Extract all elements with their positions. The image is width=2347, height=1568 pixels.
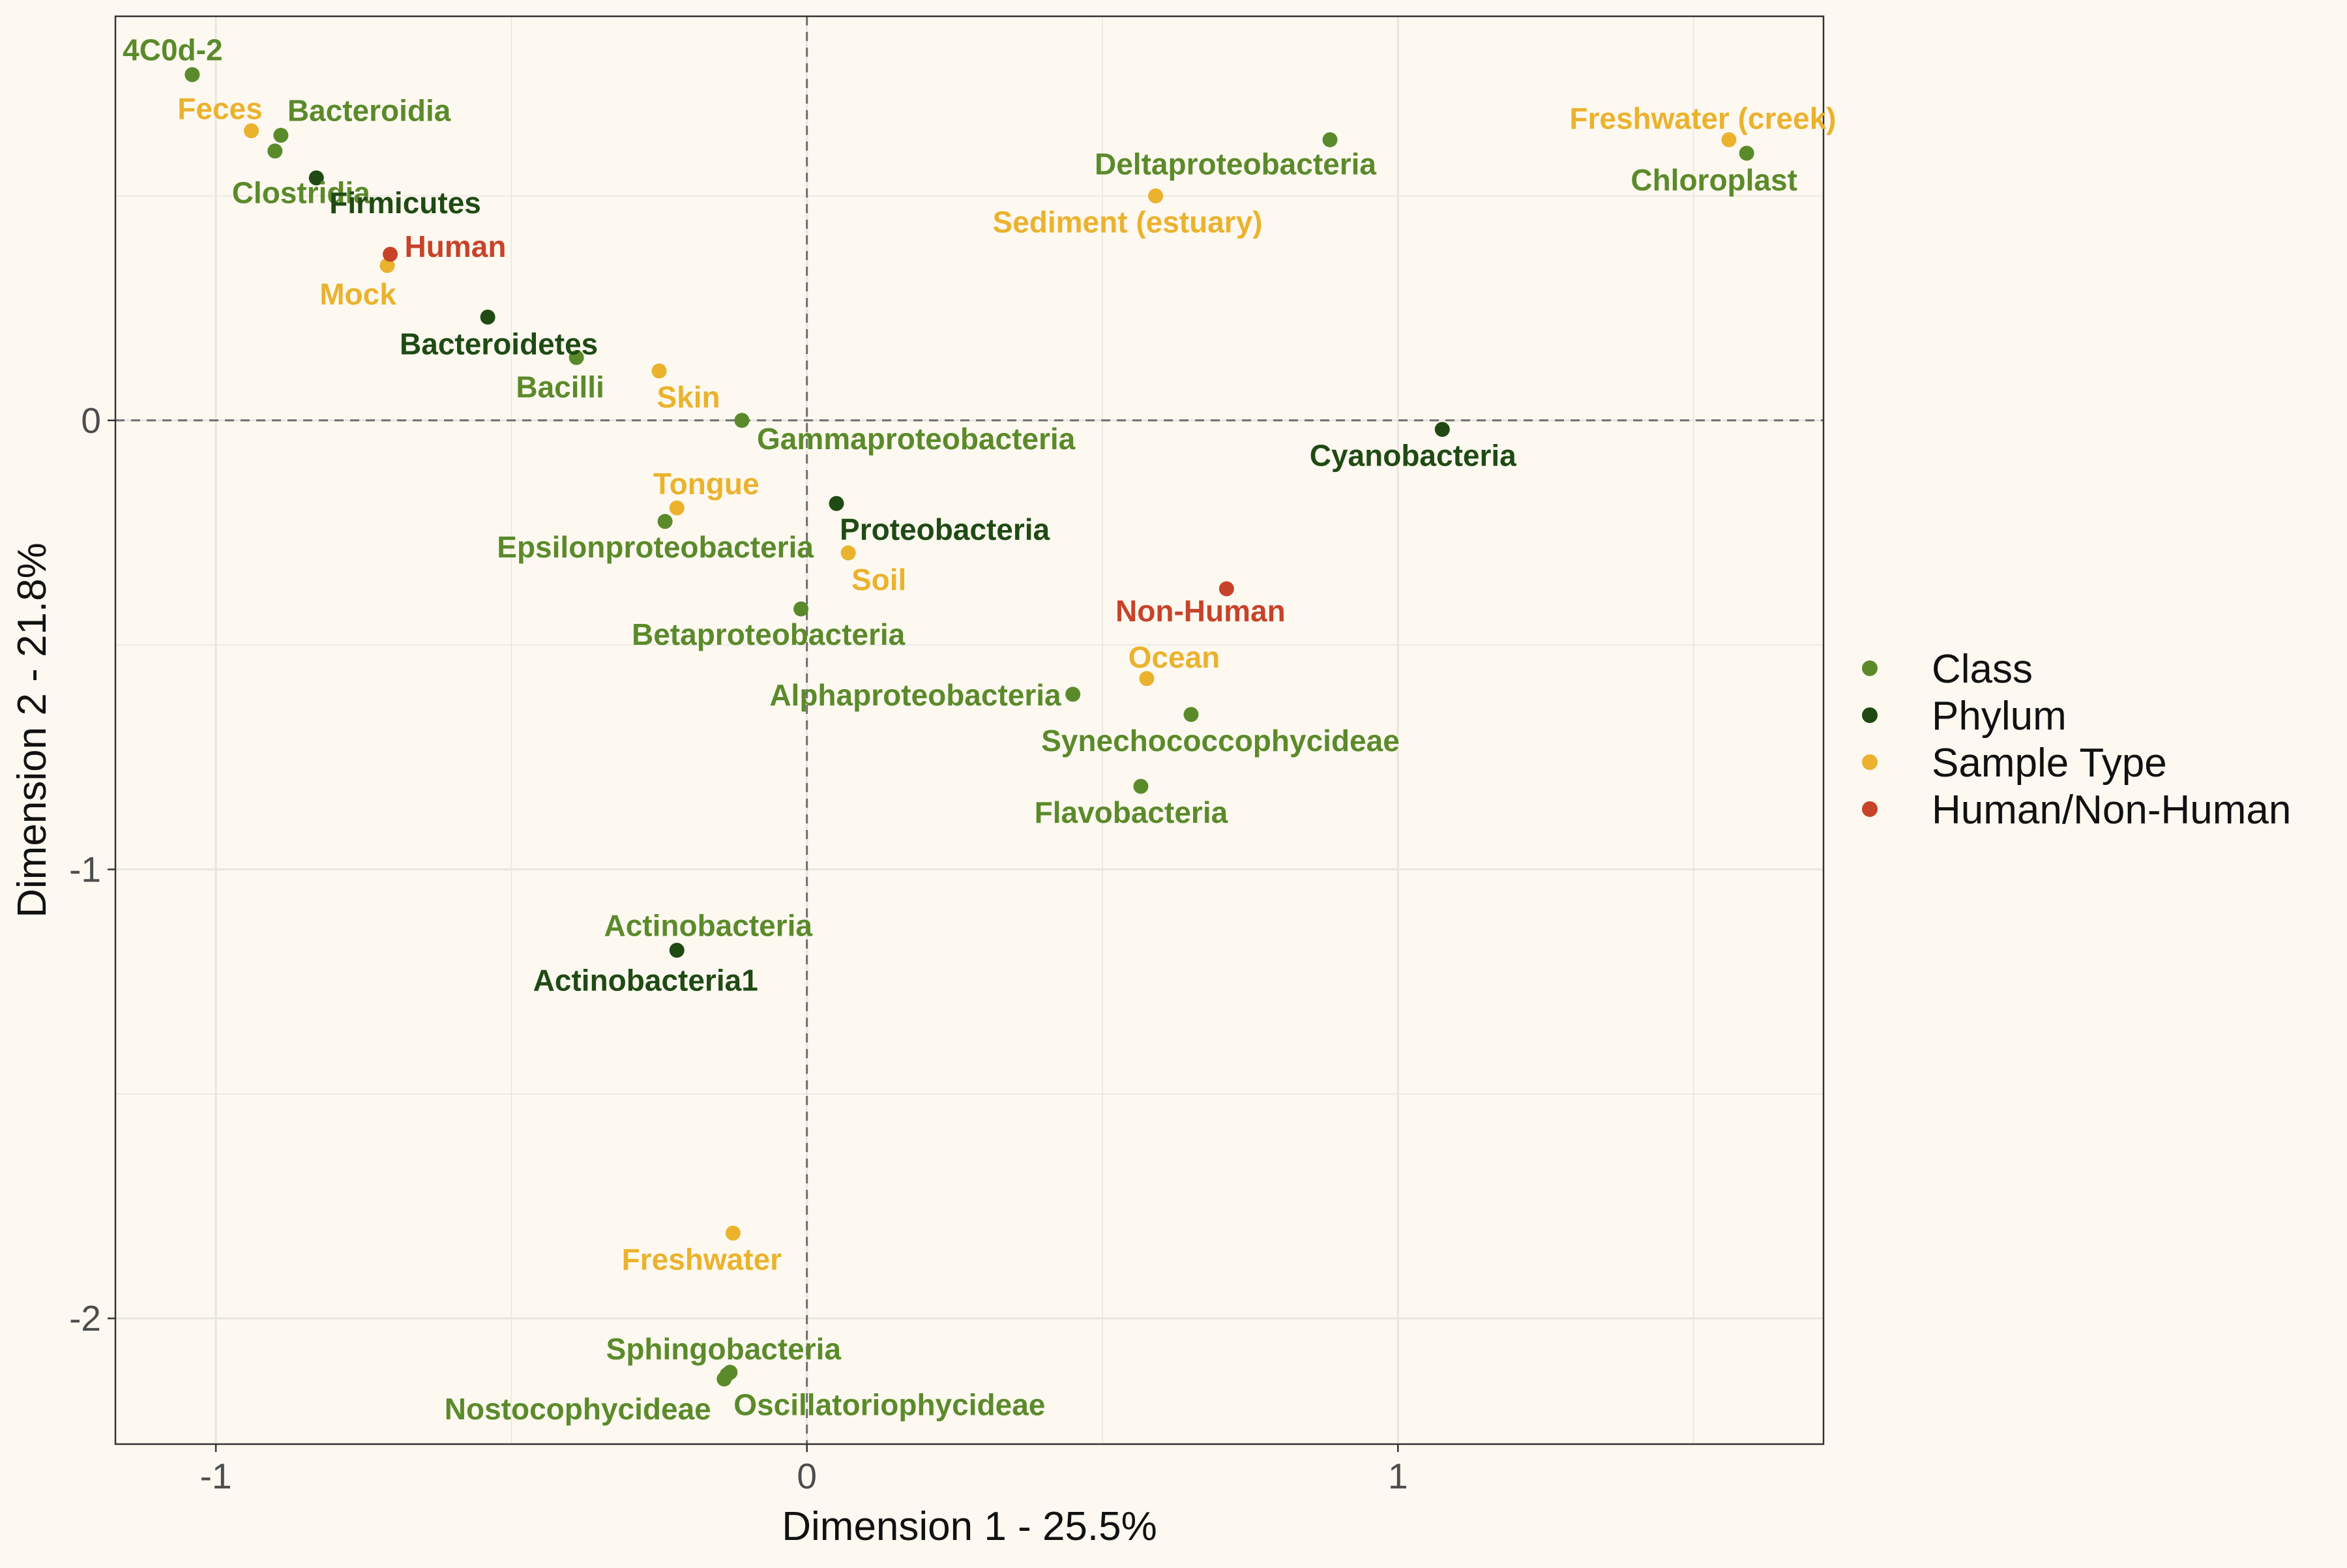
legend-label-sample-type: Sample Type (1932, 741, 2167, 786)
points-layer (185, 67, 1754, 1387)
label-4c0d-2: 4C0d-2 (123, 33, 222, 67)
y-axis-title: Dimension 2 - 21.8% (10, 542, 55, 918)
label-bacteroidia: Bacteroidia (288, 94, 451, 128)
point-actinobacteria1 (669, 942, 685, 958)
point-flavobacteria (1133, 778, 1149, 794)
x-tick-label: 0 (797, 1456, 817, 1496)
label-sphingobacteria: Sphingobacteria (606, 1332, 842, 1366)
point-mock (379, 258, 395, 273)
point-bacilli (568, 349, 584, 365)
label-ocean: Ocean (1129, 640, 1220, 674)
point-human (383, 246, 398, 262)
label-synechococcophycideae: Synechococcophycideae (1041, 724, 1400, 758)
label-alphaproteobacteria: Alphaproteobacteria (769, 678, 1061, 712)
y-tick-label: -2 (69, 1298, 101, 1339)
legend-key-class (1862, 660, 1878, 676)
label-non-human: Non-Human (1115, 594, 1286, 628)
x-axis-title: Dimension 1 - 25.5% (782, 1504, 1157, 1549)
label-soil: Soil (851, 563, 906, 597)
label-actinobacteria: Actinobacteria (604, 908, 812, 942)
label-sediment-estuary: Sediment (estuary) (993, 205, 1263, 239)
label-skin: Skin (657, 380, 720, 414)
point-cyanobacteria (1434, 422, 1450, 437)
label-tongue: Tongue (653, 467, 760, 501)
point-synechococcophycideae (1183, 707, 1199, 722)
point-non-human (1218, 581, 1234, 597)
point-skin (651, 363, 667, 379)
point-epsilonproteobacteria (657, 514, 673, 529)
label-chloroplast: Chloroplast (1631, 163, 1797, 197)
label-clostridia: Clostridia (232, 176, 371, 210)
point-firmicutes (308, 170, 324, 186)
point-ocean (1139, 671, 1155, 687)
label-deltaproteobacteria: Deltaproteobacteria (1095, 147, 1376, 181)
legend-label-phylum: Phylum (1932, 694, 2067, 739)
label-nostocophycideae: Nostocophycideae (445, 1392, 711, 1426)
reference-lines (115, 16, 1823, 1444)
point-alphaproteobacteria (1065, 687, 1081, 702)
panel-border (114, 15, 1825, 1445)
label-proteobacteria: Proteobacteria (840, 512, 1050, 546)
legend-key-phylum (1862, 707, 1878, 723)
point-oscillatoriophycideae (719, 1367, 735, 1382)
label-bacteroidetes: Bacteroidetes (400, 327, 598, 361)
point-proteobacteria (829, 496, 844, 511)
legend-label-human-non-human: Human/Non-Human (1932, 788, 2291, 833)
point-sediment-estuary (1148, 188, 1164, 203)
label-epsilonproteobacteria: Epsilonproteobacteria (497, 530, 814, 564)
point-gammaproteobacteria (734, 413, 750, 428)
point-clostridia (267, 143, 283, 159)
point-bacteroidia (273, 128, 289, 143)
legend-label-class: Class (1932, 647, 2033, 692)
legend-key-human-non-human (1862, 801, 1878, 817)
point-deltaproteobacteria (1322, 132, 1338, 147)
point-freshwater-creek (1721, 132, 1737, 147)
label-bacilli: Bacilli (516, 370, 604, 404)
point-tongue (669, 500, 685, 516)
point-feces (244, 123, 259, 139)
label-flavobacteria: Flavobacteria (1035, 795, 1228, 829)
label-betaproteobacteria: Betaproteobacteria (632, 617, 906, 651)
point-chloroplast (1739, 145, 1754, 161)
y-tick-label: 0 (81, 400, 101, 441)
x-tick-label: 1 (1388, 1456, 1408, 1496)
grid-layer (115, 16, 1823, 1444)
point-freshwater (725, 1225, 741, 1241)
x-tick-label: -1 (200, 1456, 232, 1496)
point-bacteroidetes (480, 309, 495, 325)
label-freshwater-creek: Freshwater (creek) (1569, 101, 1836, 135)
point-betaproteobacteria (793, 601, 809, 617)
label-actinobacteria1: Actinobacteria1 (533, 963, 758, 997)
point-labels-layer: 4C0d-2 Bacteroidia Clostridia Bacilli Gammap… (123, 33, 1836, 1427)
label-feces: Feces (177, 92, 262, 126)
label-cyanobacteria: Cyanobacteria (1310, 439, 1516, 473)
axis-ticks-layer: -1 0 1 -2 -1 0 (69, 400, 1408, 1496)
legend-key-sample-type (1862, 754, 1878, 770)
label-human: Human (405, 229, 507, 263)
label-freshwater: Freshwater (622, 1242, 782, 1276)
y-tick-label: -1 (69, 849, 101, 889)
label-mock: Mock (319, 277, 396, 311)
point-4c0d-2 (185, 67, 200, 83)
label-oscillatoriophycideae: Oscillatoriophycideae (733, 1387, 1045, 1421)
label-gammaproteobacteria: Gammaproteobacteria (757, 422, 1076, 456)
label-firmicutes: Firmicutes (329, 186, 481, 220)
point-soil (840, 545, 856, 561)
